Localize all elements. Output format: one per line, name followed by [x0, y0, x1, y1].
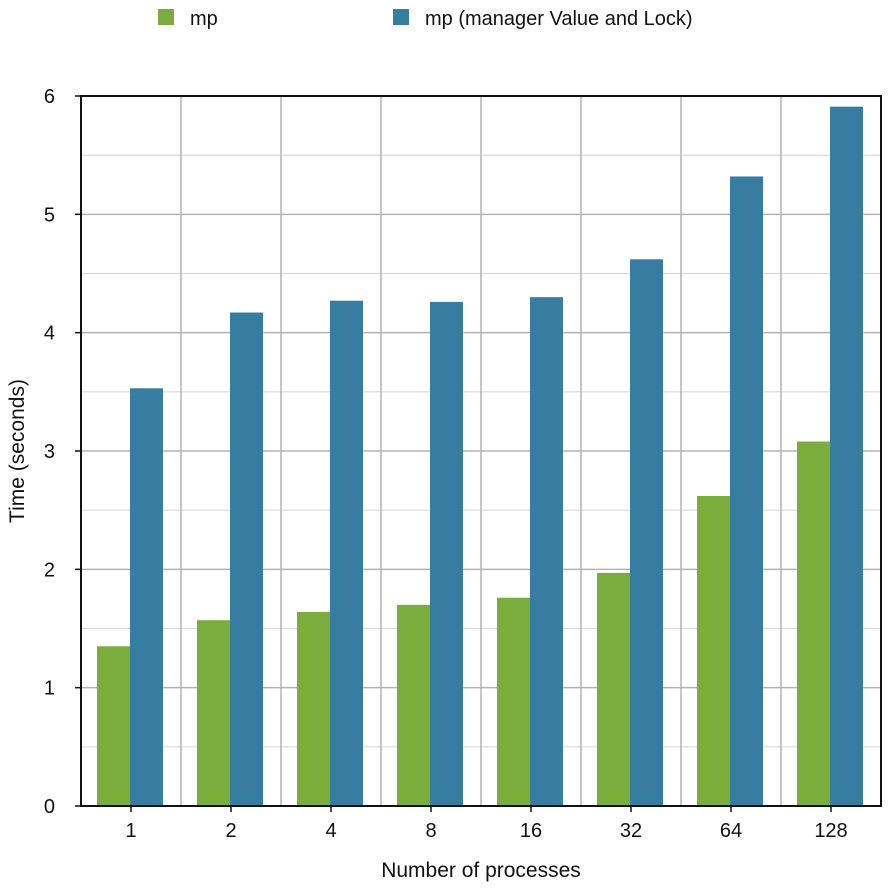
bar-mp-32 — [597, 572, 630, 806]
y-tick-label: 6 — [44, 86, 55, 108]
x-tick-label: 1 — [125, 820, 136, 842]
legend-swatch — [158, 9, 174, 25]
y-tick-label: 3 — [44, 441, 55, 463]
legend-label: mp — [190, 8, 218, 30]
x-tick-label: 16 — [520, 820, 542, 842]
bar-mp-manager-16 — [530, 297, 563, 806]
x-tick-label: 32 — [620, 820, 642, 842]
bar-mp-128 — [797, 441, 830, 806]
x-tick-label: 128 — [814, 820, 847, 842]
legend-label: mp (manager Value and Lock) — [425, 8, 693, 30]
x-tick-label: 2 — [225, 820, 236, 842]
bar-mp-manager-128 — [830, 106, 863, 806]
y-tick-label: 4 — [44, 323, 55, 345]
y-tick-label: 0 — [44, 796, 55, 818]
legend: mp mp (manager Value and Lock) — [158, 8, 693, 30]
x-axis-label: Number of processes — [381, 859, 581, 882]
y-axis-ticks: 0 1 2 3 4 5 6 — [44, 86, 81, 818]
bar-mp-64 — [697, 495, 730, 806]
bar-mp-2 — [197, 620, 230, 806]
legend-swatch — [393, 9, 409, 25]
bar-mp-manager-1 — [130, 388, 163, 806]
x-tick-label: 8 — [425, 820, 436, 842]
y-tick-label: 2 — [44, 559, 55, 581]
y-axis-label: Time (seconds) — [6, 379, 29, 523]
bar-mp-1 — [97, 646, 130, 806]
x-tick-label: 64 — [720, 820, 742, 842]
bar-mp-8 — [397, 604, 430, 806]
grid-lines — [81, 96, 881, 806]
bar-mp-manager-8 — [430, 301, 463, 806]
bar-mp-manager-64 — [730, 176, 763, 806]
y-tick-label: 1 — [44, 678, 55, 700]
bar-mp-manager-4 — [330, 300, 363, 806]
x-tick-label: 4 — [325, 820, 336, 842]
bar-mp-16 — [497, 597, 530, 806]
bar-mp-manager-32 — [630, 259, 663, 806]
x-axis-ticks: 1 2 4 8 16 32 64 128 — [125, 806, 848, 842]
y-tick-label: 5 — [44, 204, 55, 226]
bar-mp-4 — [297, 611, 330, 806]
bars — [97, 106, 863, 806]
bar-mp-manager-2 — [230, 312, 263, 806]
